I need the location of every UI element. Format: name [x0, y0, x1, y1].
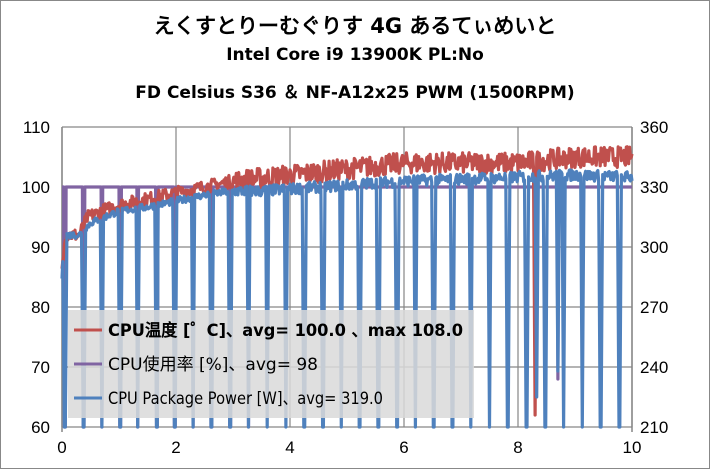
x-tick-label: 8	[513, 438, 522, 457]
y-left-tick-label: 110	[23, 118, 50, 137]
y-right-tick-label: 360	[640, 118, 668, 137]
x-tick-label: 0	[57, 438, 66, 457]
y-left-tick-label: 60	[31, 418, 50, 437]
legend-box	[68, 310, 474, 418]
chart-subtitle-cpu: Intel Core i9 13900K PL:No	[226, 45, 484, 65]
y-right-tick-label: 330	[640, 178, 668, 197]
series-line-2	[60, 168, 634, 429]
x-tick-label: 10	[623, 438, 642, 457]
y-left-tick-label: 100	[22, 178, 50, 197]
y-right-tick-label: 240	[640, 358, 668, 377]
x-tick-label: 4	[285, 438, 294, 457]
legend-label: CPU使用率 [%]、avg= 98	[108, 354, 318, 375]
x-tick-label: 2	[171, 438, 180, 457]
y-right-tick-label: 270	[640, 298, 668, 317]
chart-subtitle-cooler: FD Celsius S36 ＆ NF-A12x25 PWM (1500RPM)	[135, 83, 575, 103]
y-right-tick-label: 300	[640, 238, 668, 257]
chart-title: えくすとりーむぐりす 4G あるてぃめいと	[153, 14, 557, 38]
y-left-tick-label: 90	[31, 238, 50, 257]
y-left-tick-label: 80	[31, 298, 50, 317]
y-left-tick-label: 70	[31, 358, 50, 377]
legend-label: CPU温度 [゜C]、avg= 100.0 、max 108.0	[108, 320, 463, 341]
legend-label: CPU Package Power [W]、avg= 319.0	[108, 389, 383, 409]
x-tick-label: 6	[399, 438, 408, 457]
y-right-tick-label: 210	[640, 418, 668, 437]
